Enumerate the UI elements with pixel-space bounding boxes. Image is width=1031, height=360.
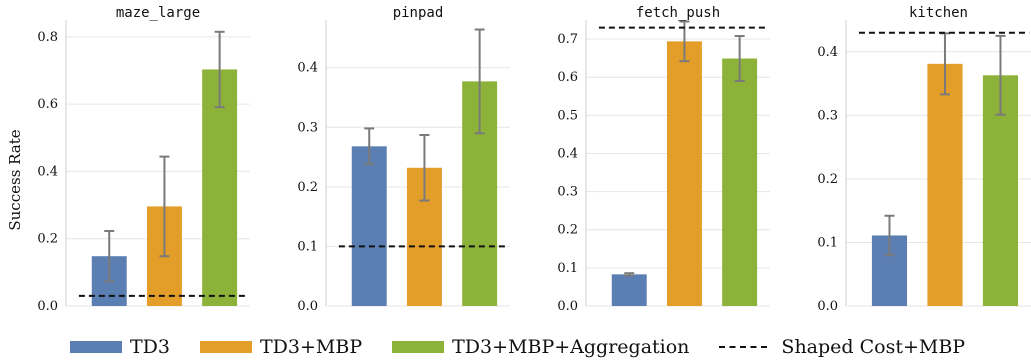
y-tick-label: 0.0 (817, 299, 838, 314)
panel-title: fetch_push (636, 5, 720, 21)
y-tick-label: 0.7 (557, 32, 578, 47)
panel-title: pinpad (393, 5, 444, 21)
legend-item-td3-mbp: TD3+MBP (200, 336, 362, 358)
y-tick-label: 0.4 (817, 45, 838, 60)
panel-fetch-push: fetch_push 0.0 0.1 0.2 0.3 0.4 0.5 0.6 0.7 (557, 5, 770, 314)
legend-label-td3-mbp: TD3+MBP (260, 336, 363, 358)
legend-item-shaped-cost-mbp: Shaped Cost+MBP (719, 336, 965, 358)
y-tick-label: 0.5 (557, 108, 578, 123)
legend-item-td3-mbp-aggregation: TD3+MBP+Aggregation (392, 336, 689, 358)
legend-label-td3-mbp-aggregation: TD3+MBP+Aggregation (452, 336, 690, 358)
bar-td3-mbp (666, 41, 702, 306)
y-tick-label: 0.0 (557, 299, 578, 314)
y-tick-label: 0.8 (37, 30, 58, 45)
panel-maze-large: maze_large 0.0 0.2 0.4 0.6 0.8 (37, 5, 250, 314)
y-tick-label: 0.4 (37, 164, 58, 179)
y-tick-label: 0.0 (297, 299, 318, 314)
y-tick-label: 0.1 (297, 239, 318, 254)
y-tick-label: 0.3 (297, 120, 318, 135)
y-tick-label: 0.1 (557, 261, 578, 276)
legend-item-td3: TD3 (70, 336, 170, 358)
bar-td3-mbp-aggregation (722, 58, 758, 307)
y-tick-label: 0.0 (37, 299, 58, 314)
y-tick-label: 0.3 (817, 108, 838, 123)
panel-kitchen: kitchen 0.0 0.1 0.2 0.3 0.4 (817, 5, 1031, 314)
panel-title: maze_large (116, 5, 200, 21)
legend-swatch-td3-mbp (200, 341, 252, 353)
bar-td3 (351, 146, 387, 306)
y-tick-label: 0.2 (297, 180, 318, 195)
y-tick-label: 0.2 (37, 232, 58, 247)
y-tick-label: 0.6 (37, 97, 58, 112)
bar-td3 (611, 274, 647, 306)
y-tick-label: 0.2 (817, 172, 838, 187)
y-tick-label: 0.6 (557, 70, 578, 85)
y-tick-label: 0.1 (817, 235, 838, 250)
legend-swatch-td3 (70, 341, 122, 353)
y-tick-label: 0.4 (557, 146, 578, 161)
bar-td3-mbp-aggregation (202, 69, 238, 306)
panel-pinpad: pinpad 0.0 0.1 0.2 0.3 0.4 (297, 5, 510, 314)
legend: TD3 TD3+MBP TD3+MBP+Aggregation Shaped C… (70, 334, 965, 360)
legend-label-td3: TD3 (130, 336, 170, 358)
y-axis-label: Success Rate (6, 129, 24, 230)
legend-label-shaped-cost-mbp: Shaped Cost+MBP (781, 336, 966, 358)
chart-panels: maze_large 0.0 0.2 0.4 0.6 0.8 pinpad 0.0 0.1 0.2… (37, 5, 1031, 314)
y-tick-label: 0.4 (297, 61, 318, 76)
y-tick-label: 0.3 (557, 185, 578, 200)
legend-dash-shaped-cost-mbp (719, 346, 768, 348)
bar-td3-mbp (927, 63, 963, 306)
y-tick-label: 0.2 (557, 223, 578, 238)
panel-title: kitchen (909, 5, 968, 21)
legend-swatch-td3-mbp-aggregation (392, 341, 445, 353)
